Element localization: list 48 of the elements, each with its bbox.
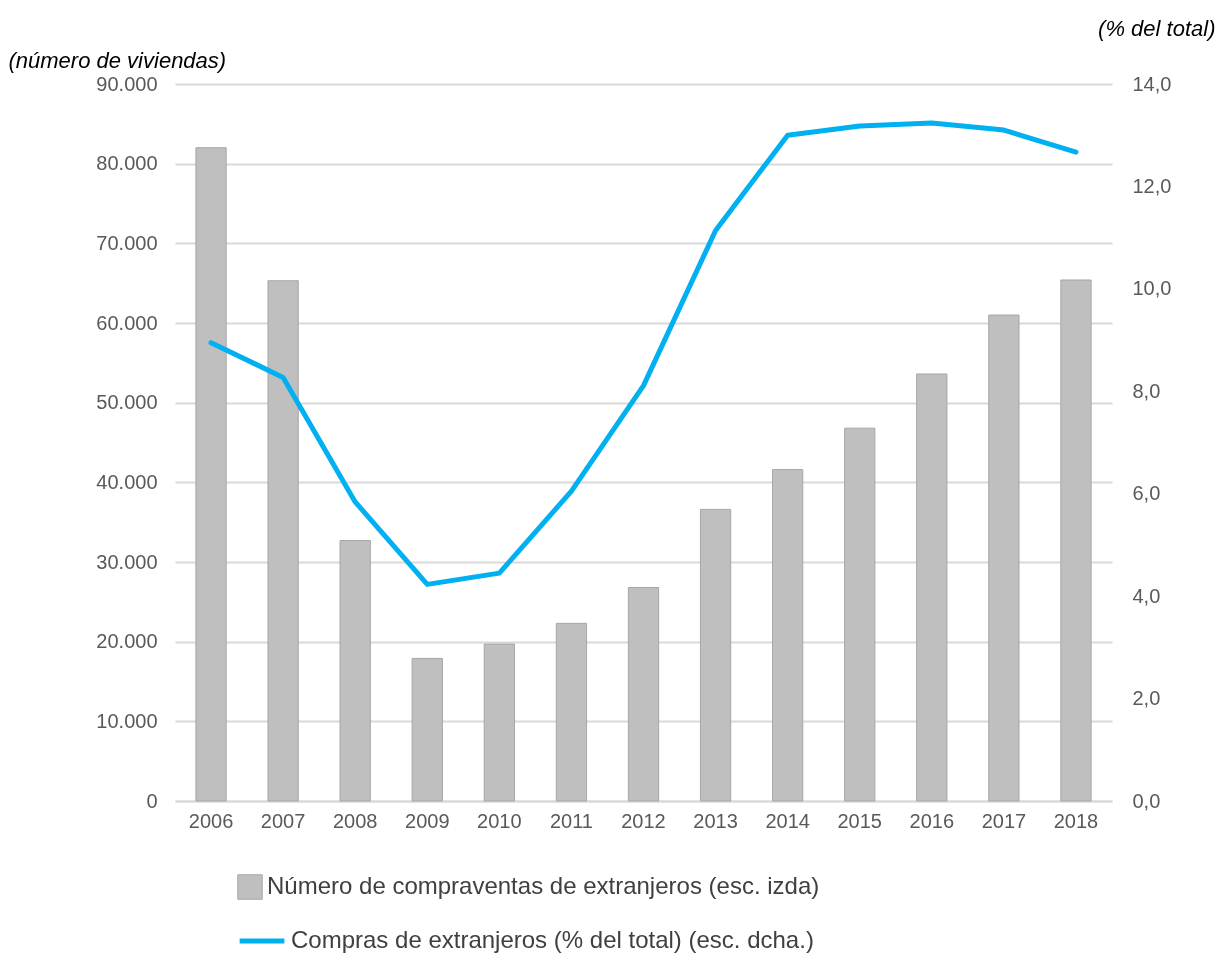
bar [844,427,876,802]
bar [267,280,299,802]
bar [988,314,1020,802]
x-tick-label: 2018 [1053,809,1099,832]
x-tick-label: 2014 [765,809,810,832]
y2-tick-label: 10,0 [1132,277,1172,300]
bar [1060,279,1092,802]
y-axis-title: (número de viviendas) [8,47,227,73]
y-tick-label: 90.000 [96,72,158,95]
y2-tick-label: 2,0 [1132,687,1161,710]
x-tick-label: 2013 [693,809,738,832]
x-tick-label: 2015 [837,809,882,832]
x-tick-label: 2008 [332,809,378,832]
y2-tick-label: 12,0 [1132,174,1172,197]
y-tick-label: 10.000 [96,709,158,732]
bar [916,373,948,802]
bar [555,622,588,802]
legend-label: Compras de extranjeros (% del total) (esc. dcha.) [291,926,814,953]
legend-label: Número de compraventas de extranjeros (esc. izda) [267,872,820,899]
y2-tick-label: 8,0 [1132,379,1161,402]
bar [627,586,660,802]
y-tick-label: 40.000 [96,470,158,493]
bar [195,147,227,802]
bar [411,657,443,802]
x-tick-label: 2017 [981,809,1027,832]
y-tick-label: 20.000 [96,630,158,653]
y-tick-label: 50.000 [96,391,158,414]
x-tick-label: 2016 [909,809,955,832]
y2-tick-label: 0,0 [1132,789,1161,812]
x-tick-label: 2012 [621,809,666,832]
bar [483,643,515,802]
y-tick-label: 80.000 [96,152,158,175]
y2-tick-label: 14,0 [1132,72,1172,95]
y-tick-label: 0 [146,789,158,812]
x-tick-label: 2011 [549,809,593,832]
x-tick-label: 2006 [188,809,234,832]
y2-axis-title: (% del total) [1098,15,1216,41]
y2-tick-label: 4,0 [1132,584,1161,607]
x-tick-label: 2010 [477,809,522,832]
y-tick-label: 30.000 [96,550,158,573]
bar [339,539,371,802]
x-tick-label: 2009 [405,809,450,832]
y2-tick-label: 6,0 [1132,482,1161,505]
y-tick-label: 70.000 [96,231,158,254]
x-tick-label: 2007 [260,809,306,832]
y-tick-label: 60.000 [96,311,158,334]
bar [699,508,732,802]
bar [772,469,804,802]
